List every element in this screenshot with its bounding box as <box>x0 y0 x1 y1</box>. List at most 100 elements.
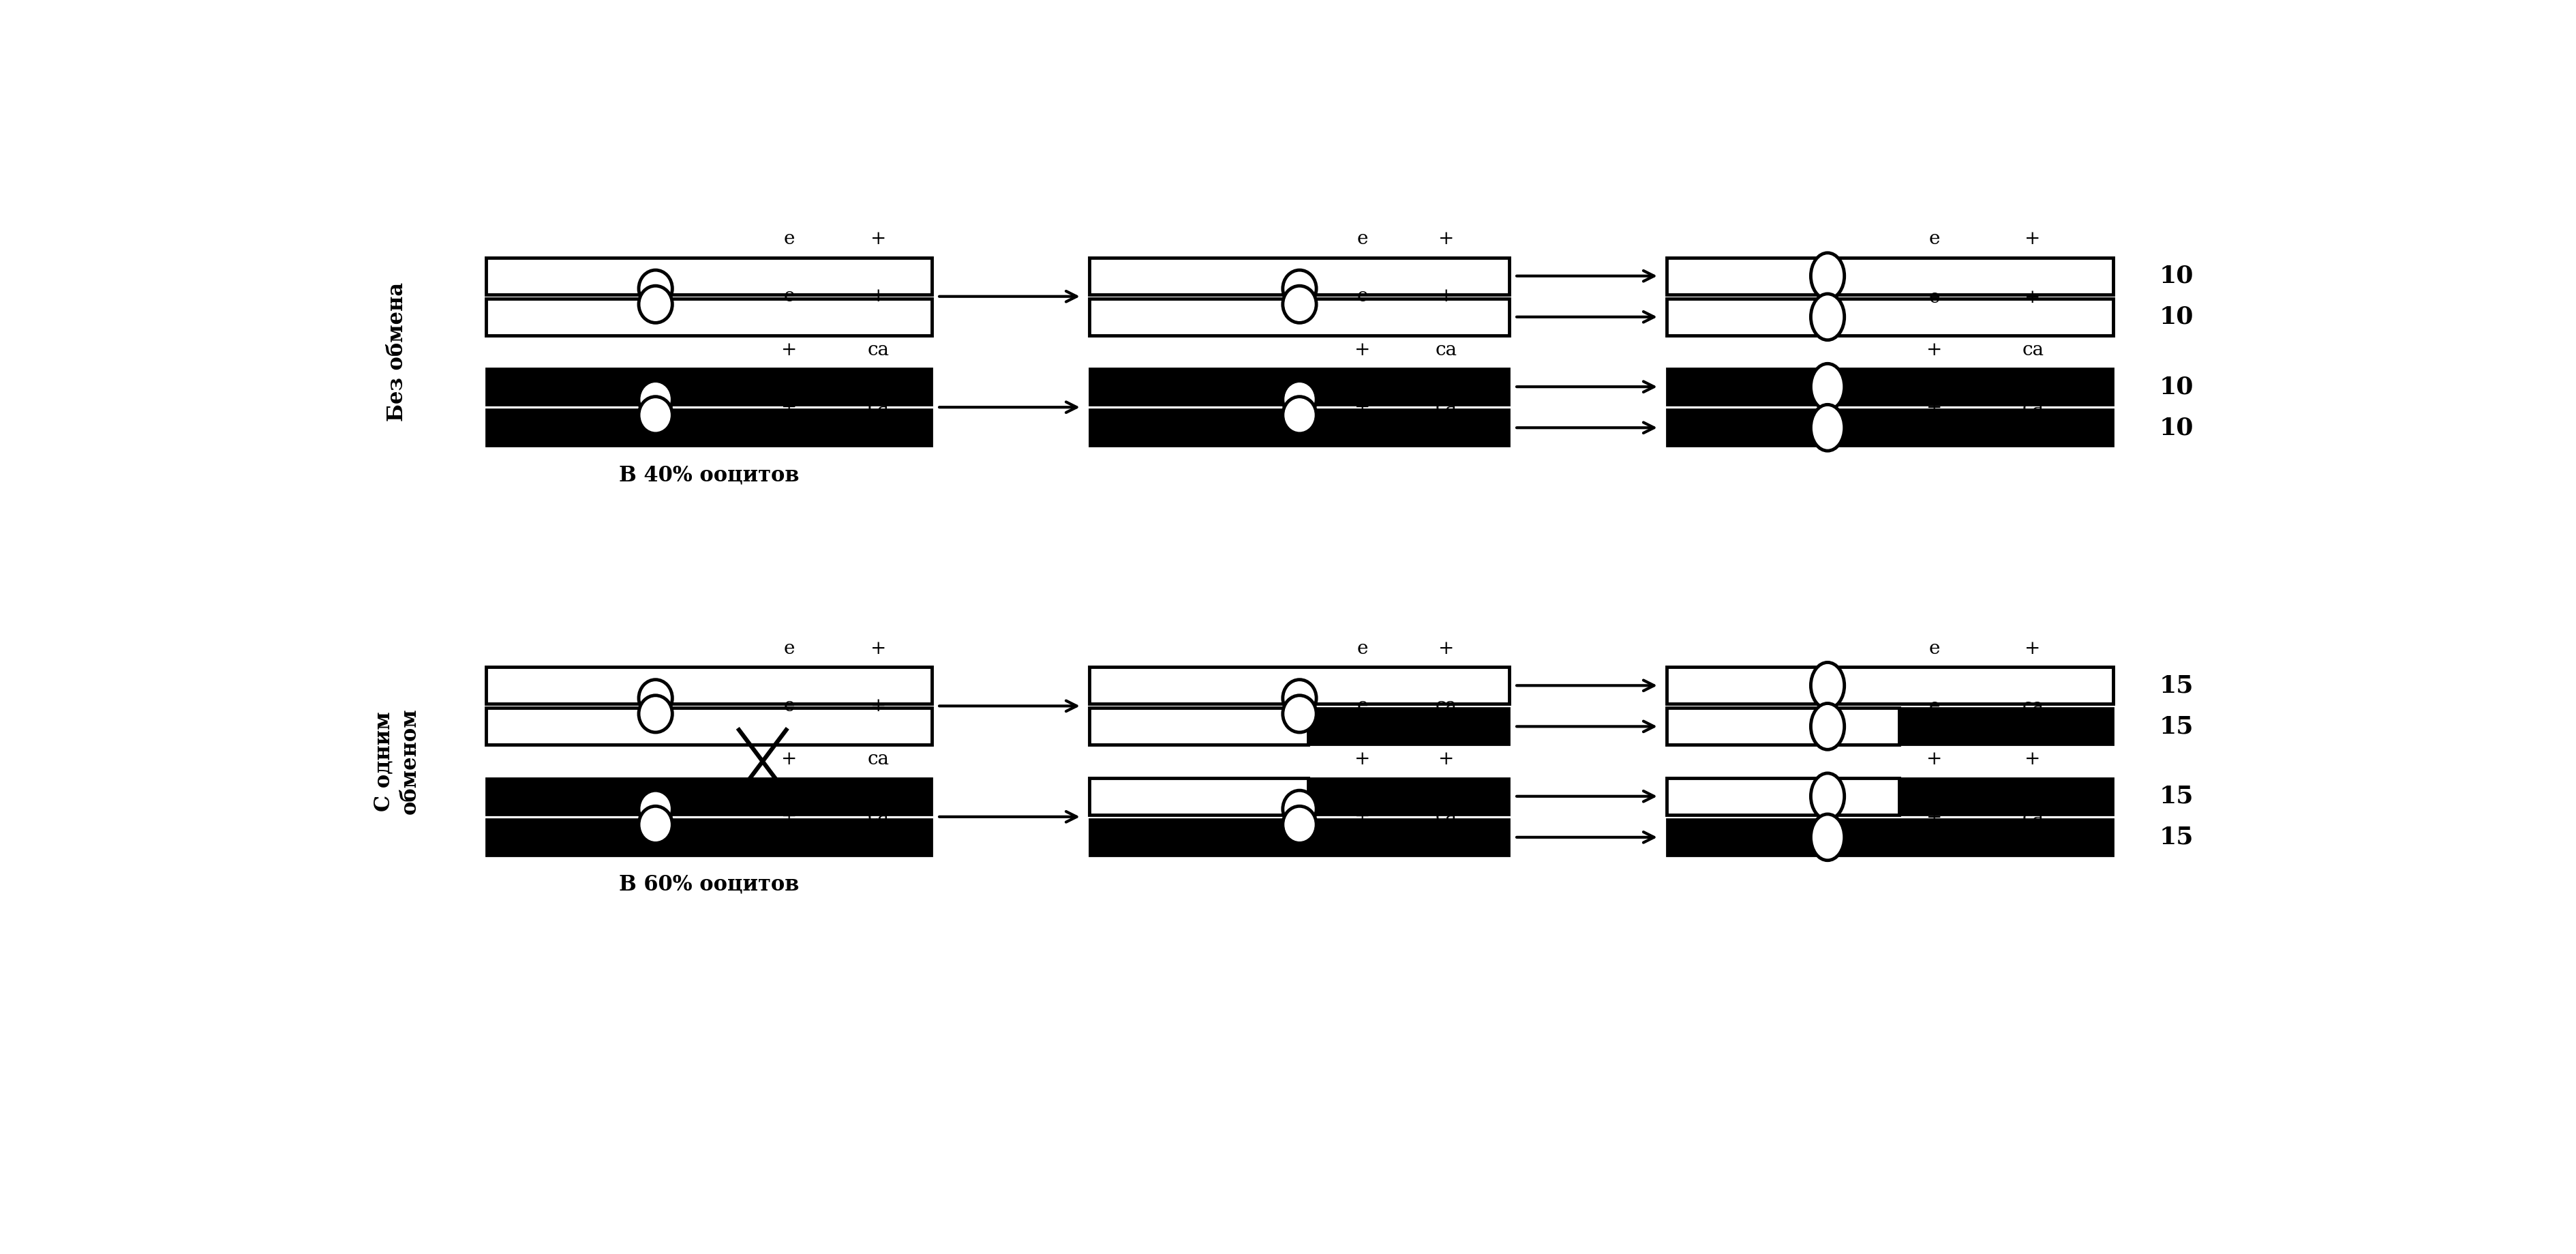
Ellipse shape <box>639 696 672 732</box>
Text: e: e <box>783 287 796 306</box>
Text: +: + <box>1437 287 1453 306</box>
Text: e: e <box>1358 697 1368 715</box>
Text: +: + <box>2025 288 2040 307</box>
Text: В 60% ооцитов: В 60% ооцитов <box>618 874 799 895</box>
Ellipse shape <box>1811 814 1844 860</box>
Bar <box>1667 777 1899 815</box>
Text: 15: 15 <box>2159 825 2192 849</box>
Bar <box>1899 777 2112 815</box>
Bar <box>487 369 933 405</box>
Ellipse shape <box>1811 774 1844 819</box>
Text: ca: ca <box>1435 808 1458 826</box>
Text: +: + <box>1355 341 1370 359</box>
Bar <box>487 409 933 446</box>
Text: 15: 15 <box>2159 715 2192 739</box>
Bar <box>1090 777 1309 815</box>
Text: e: e <box>1929 229 1940 248</box>
Text: +: + <box>1927 341 1942 359</box>
Text: +: + <box>1437 750 1453 769</box>
Bar <box>1090 298 1510 335</box>
Text: ca: ca <box>868 750 889 769</box>
Bar <box>1090 409 1510 446</box>
Text: +: + <box>781 808 796 826</box>
Text: +: + <box>781 750 796 769</box>
Text: +: + <box>871 640 886 658</box>
Text: ca: ca <box>868 341 889 359</box>
Ellipse shape <box>1283 680 1316 716</box>
Ellipse shape <box>1811 405 1844 450</box>
Text: В 40% ооцитов: В 40% ооцитов <box>618 464 799 485</box>
Text: 10: 10 <box>2159 375 2192 399</box>
Bar <box>1667 819 2112 855</box>
Bar <box>487 667 933 703</box>
Text: +: + <box>1927 750 1942 769</box>
Text: +: + <box>2025 229 2040 248</box>
Ellipse shape <box>639 790 672 828</box>
Text: ca: ca <box>1435 341 1458 359</box>
Ellipse shape <box>1811 662 1844 709</box>
Text: 15: 15 <box>2159 785 2192 808</box>
Text: e: e <box>783 640 796 658</box>
Ellipse shape <box>1811 253 1844 298</box>
Text: +: + <box>1355 398 1370 416</box>
Ellipse shape <box>639 396 672 434</box>
Text: e: e <box>1358 287 1368 306</box>
Text: 15: 15 <box>2159 673 2192 697</box>
Bar <box>1090 819 1510 855</box>
Bar <box>1667 667 2112 703</box>
Bar <box>1667 369 2112 405</box>
Bar <box>1090 667 1510 703</box>
Ellipse shape <box>1283 270 1316 307</box>
Text: ca: ca <box>2022 809 2043 828</box>
Text: e: e <box>783 229 796 248</box>
Text: +: + <box>1355 750 1370 769</box>
Text: e: e <box>1929 640 1940 658</box>
Bar <box>1309 709 1510 745</box>
Text: e: e <box>1358 640 1368 658</box>
Text: +: + <box>781 398 796 416</box>
Ellipse shape <box>1283 381 1316 418</box>
Text: 10: 10 <box>2159 305 2192 329</box>
Text: e: e <box>1929 697 1940 716</box>
Ellipse shape <box>1283 696 1316 732</box>
Bar <box>487 709 933 745</box>
Text: +: + <box>1437 229 1453 248</box>
Text: ca: ca <box>2022 697 2043 716</box>
Bar <box>1667 257 2112 295</box>
Ellipse shape <box>639 680 672 716</box>
Bar <box>1667 409 2112 446</box>
Text: Без обмена: Без обмена <box>386 282 407 421</box>
Bar <box>1090 369 1510 405</box>
Text: +: + <box>1927 399 1942 418</box>
Text: e: e <box>783 697 796 715</box>
Bar <box>1667 709 1899 745</box>
Text: e: e <box>1929 288 1940 307</box>
Ellipse shape <box>639 806 672 843</box>
Text: 10: 10 <box>2159 265 2192 287</box>
Bar <box>487 298 933 335</box>
Bar <box>487 777 933 815</box>
Ellipse shape <box>1811 364 1844 410</box>
Ellipse shape <box>1283 286 1316 322</box>
Bar <box>1090 709 1309 745</box>
Text: +: + <box>871 697 886 715</box>
Text: +: + <box>1927 809 1942 828</box>
Text: ca: ca <box>868 398 889 416</box>
Text: +: + <box>781 341 796 359</box>
Text: +: + <box>1355 808 1370 826</box>
Bar <box>487 257 933 295</box>
Bar <box>1309 777 1510 815</box>
Bar <box>1090 257 1510 295</box>
Ellipse shape <box>1811 293 1844 340</box>
Text: +: + <box>2025 640 2040 658</box>
Ellipse shape <box>639 381 672 418</box>
Text: e: e <box>1358 229 1368 248</box>
Text: ca: ca <box>2022 399 2043 418</box>
Text: ca: ca <box>868 808 889 826</box>
Text: ca: ca <box>2022 341 2043 359</box>
Text: 10: 10 <box>2159 416 2192 439</box>
Ellipse shape <box>639 270 672 307</box>
Ellipse shape <box>1283 806 1316 843</box>
Bar <box>1667 298 2112 335</box>
Text: С одним
обменом: С одним обменом <box>374 709 420 814</box>
